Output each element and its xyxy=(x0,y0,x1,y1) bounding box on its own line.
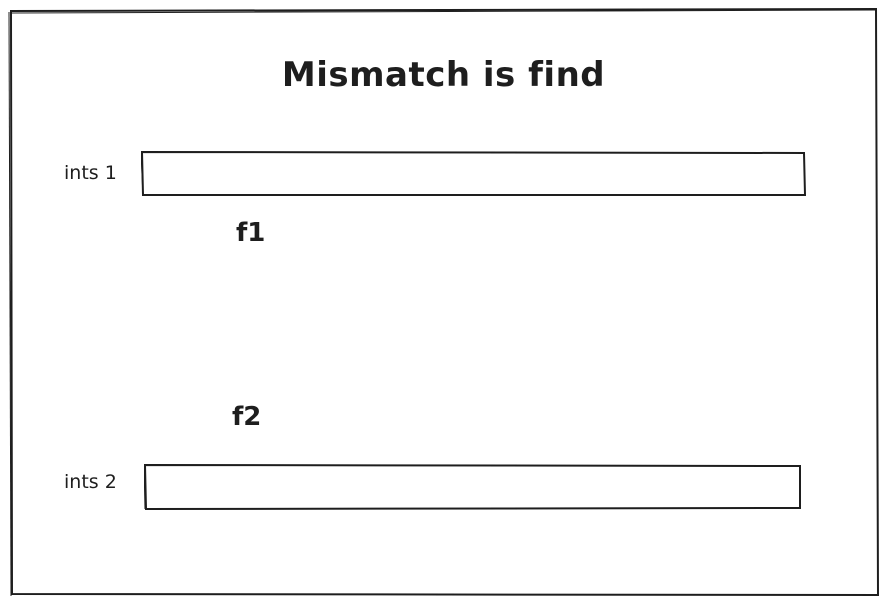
ints-2-label: ints 2 xyxy=(64,471,117,493)
f2-label: f2 xyxy=(232,402,262,432)
ints-2-input-border xyxy=(144,464,801,510)
page-title: Mismatch is find xyxy=(281,55,606,95)
ints-2-input[interactable] xyxy=(144,464,802,510)
ints-1-label: ints 1 xyxy=(64,162,117,184)
ints-1-input-border xyxy=(141,151,806,197)
f1-label: f1 xyxy=(236,218,266,248)
ints-1-input[interactable] xyxy=(141,151,806,197)
